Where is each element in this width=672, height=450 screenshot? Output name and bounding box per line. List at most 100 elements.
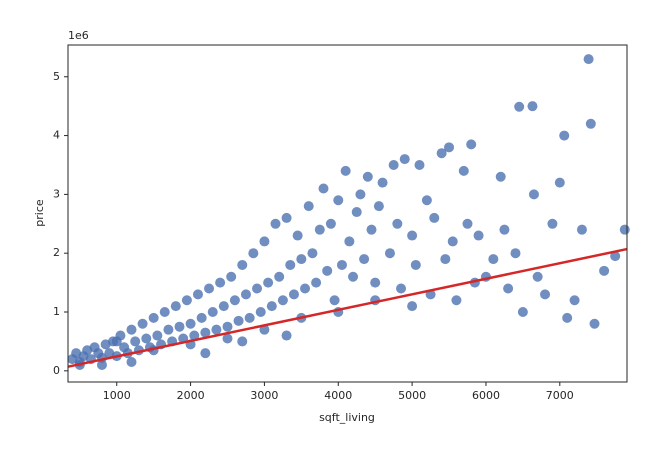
- point: [130, 336, 141, 347]
- point: [126, 324, 137, 335]
- x-tick-label: 1000: [103, 389, 131, 402]
- point: [447, 236, 458, 247]
- point: [554, 177, 565, 188]
- point: [333, 195, 344, 206]
- point: [503, 283, 514, 294]
- point: [96, 359, 107, 370]
- point: [192, 289, 203, 300]
- point: [222, 333, 233, 344]
- point: [348, 271, 359, 282]
- point: [111, 336, 122, 347]
- point: [148, 312, 159, 323]
- point: [407, 301, 418, 312]
- point: [170, 301, 181, 312]
- point: [244, 312, 255, 323]
- point: [547, 218, 558, 229]
- point: [292, 230, 303, 241]
- point: [562, 312, 573, 323]
- point: [311, 277, 322, 288]
- point: [532, 271, 543, 282]
- point: [517, 307, 528, 318]
- y-tick-label: 5: [53, 70, 60, 83]
- point: [421, 195, 432, 206]
- point: [396, 283, 407, 294]
- plot-area: [67, 54, 630, 370]
- point: [619, 224, 630, 235]
- point: [569, 295, 580, 306]
- point: [181, 295, 192, 306]
- point: [359, 254, 370, 265]
- point: [270, 218, 281, 229]
- point: [196, 312, 207, 323]
- point: [366, 224, 377, 235]
- point: [200, 348, 211, 359]
- point: [296, 254, 307, 265]
- point: [185, 318, 196, 329]
- point: [410, 259, 421, 270]
- point: [388, 159, 399, 170]
- point: [610, 251, 621, 262]
- point: [218, 301, 229, 312]
- point: [237, 259, 248, 270]
- point: [370, 277, 381, 288]
- point: [510, 248, 521, 259]
- point: [351, 207, 362, 218]
- point: [318, 183, 329, 194]
- point: [215, 277, 226, 288]
- point: [211, 324, 222, 335]
- point: [189, 330, 200, 341]
- point: [340, 165, 351, 176]
- point: [399, 154, 410, 165]
- point: [540, 289, 551, 300]
- point: [229, 295, 240, 306]
- point: [336, 259, 347, 270]
- point: [599, 265, 610, 276]
- x-tick-label: 2000: [177, 389, 205, 402]
- x-tick-label: 6000: [472, 389, 500, 402]
- point: [325, 218, 336, 229]
- point: [527, 101, 538, 112]
- point: [252, 283, 263, 294]
- point: [303, 201, 314, 212]
- point: [329, 295, 340, 306]
- point: [499, 224, 510, 235]
- point: [436, 148, 447, 159]
- point: [274, 271, 285, 282]
- point: [240, 289, 251, 300]
- point: [585, 118, 596, 129]
- point: [137, 318, 148, 329]
- point: [495, 171, 506, 182]
- point: [576, 224, 587, 235]
- point: [355, 189, 366, 200]
- axes-frame: [67, 44, 628, 383]
- point: [583, 54, 594, 65]
- point: [200, 327, 211, 338]
- point: [384, 248, 395, 259]
- point: [440, 254, 451, 265]
- point: [458, 165, 469, 176]
- point: [362, 171, 373, 182]
- point: [392, 218, 403, 229]
- point: [277, 295, 288, 306]
- point: [266, 301, 277, 312]
- point: [451, 295, 462, 306]
- x-tick-label: 5000: [398, 389, 426, 402]
- x-axis-label: sqft_living: [319, 411, 375, 424]
- x-tick-label: 7000: [546, 389, 574, 402]
- y-tick-label: 1: [53, 305, 60, 318]
- point: [377, 177, 388, 188]
- point: [263, 277, 274, 288]
- point: [414, 159, 425, 170]
- regression-line: [67, 247, 628, 368]
- y-tick-label: 3: [53, 187, 60, 200]
- y-offset-label: 1e6: [68, 29, 89, 42]
- point: [466, 139, 477, 150]
- point: [589, 318, 600, 329]
- point: [444, 142, 455, 153]
- point: [514, 101, 525, 112]
- point: [248, 248, 259, 259]
- point: [207, 307, 218, 318]
- point: [281, 330, 292, 341]
- point: [259, 236, 270, 247]
